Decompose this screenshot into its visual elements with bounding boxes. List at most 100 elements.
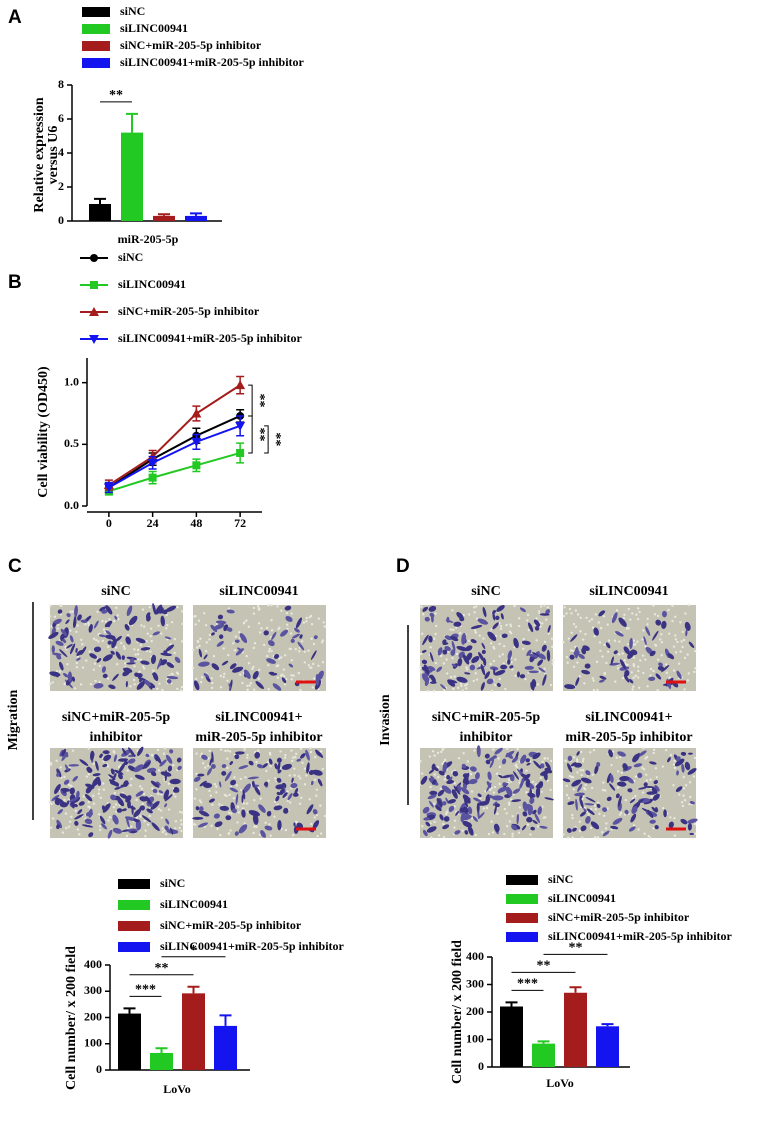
cell xyxy=(214,821,223,828)
cell xyxy=(459,807,468,813)
cell xyxy=(574,646,579,659)
cell xyxy=(533,760,542,769)
pore xyxy=(134,653,137,656)
pore xyxy=(253,798,256,802)
pore xyxy=(211,803,214,806)
pore xyxy=(311,686,315,689)
cell xyxy=(516,813,519,825)
cell xyxy=(655,619,662,626)
legend-swatch xyxy=(506,932,538,942)
cell xyxy=(643,785,655,789)
cell xyxy=(436,798,443,808)
pore xyxy=(74,809,78,812)
pore xyxy=(87,621,90,625)
pore xyxy=(574,625,578,629)
cell xyxy=(99,815,106,825)
pore xyxy=(623,613,626,617)
pore xyxy=(499,625,503,628)
cell xyxy=(427,794,437,800)
bar xyxy=(532,1043,555,1067)
legend-swatch xyxy=(506,875,538,885)
cell xyxy=(266,658,276,664)
pore xyxy=(677,662,681,665)
cell xyxy=(77,809,83,815)
cell xyxy=(130,830,138,834)
pore xyxy=(248,684,251,687)
cell xyxy=(165,754,173,764)
cell xyxy=(241,794,244,804)
error-bar xyxy=(123,1007,136,1014)
pore xyxy=(99,828,102,832)
pore xyxy=(429,646,432,649)
pore xyxy=(293,774,296,777)
cell xyxy=(146,808,153,814)
pore xyxy=(198,644,201,648)
pore xyxy=(496,812,499,815)
cell xyxy=(422,649,427,653)
pore xyxy=(317,664,320,667)
pore xyxy=(576,661,579,664)
pore xyxy=(165,833,168,836)
cell xyxy=(276,757,282,763)
pore xyxy=(299,777,302,780)
cell xyxy=(234,831,239,836)
marker xyxy=(191,408,202,418)
cell xyxy=(151,822,160,832)
cell xyxy=(125,680,128,688)
pore xyxy=(619,811,623,815)
error-bar xyxy=(219,1014,232,1026)
pore xyxy=(310,637,313,640)
pore xyxy=(660,641,664,644)
pore xyxy=(536,683,540,686)
cell xyxy=(629,637,633,650)
cell xyxy=(56,824,60,830)
cell xyxy=(308,769,315,775)
pore xyxy=(644,757,647,760)
row-label: Invasion xyxy=(378,694,393,746)
pore xyxy=(505,825,509,828)
pore xyxy=(590,786,594,790)
cell xyxy=(152,631,160,636)
cell xyxy=(429,790,438,796)
pore xyxy=(137,658,140,661)
cell xyxy=(59,661,64,671)
cell xyxy=(101,823,107,830)
pore xyxy=(581,836,584,839)
cell xyxy=(134,774,145,780)
pore xyxy=(292,834,295,837)
pore xyxy=(681,804,685,808)
panel-label: A xyxy=(8,7,22,28)
pore xyxy=(420,652,423,656)
pore xyxy=(259,797,262,800)
micrograph xyxy=(48,603,184,692)
cell xyxy=(192,816,204,820)
pore xyxy=(276,803,279,806)
pore xyxy=(642,768,646,771)
pore xyxy=(591,677,594,680)
cell xyxy=(602,807,608,813)
cell xyxy=(60,628,67,637)
pore xyxy=(671,619,674,623)
pore xyxy=(205,641,208,644)
pore xyxy=(195,752,198,755)
cell xyxy=(88,808,93,818)
cell xyxy=(489,759,495,769)
pore xyxy=(223,672,226,676)
pore xyxy=(632,664,636,668)
pore xyxy=(68,820,72,823)
cell xyxy=(198,661,210,667)
legend-label: siLINC00941+miR-205-5p inhibitor xyxy=(118,331,303,345)
pore xyxy=(596,688,599,692)
pore xyxy=(474,672,477,675)
cell xyxy=(637,772,643,779)
cell xyxy=(457,658,463,667)
pore xyxy=(263,643,266,647)
pore xyxy=(673,766,677,770)
cell xyxy=(312,820,320,830)
cell xyxy=(221,771,227,776)
pore xyxy=(269,765,272,768)
pore xyxy=(680,800,684,804)
pore xyxy=(170,672,173,676)
cell xyxy=(199,806,204,812)
pore xyxy=(181,622,184,626)
